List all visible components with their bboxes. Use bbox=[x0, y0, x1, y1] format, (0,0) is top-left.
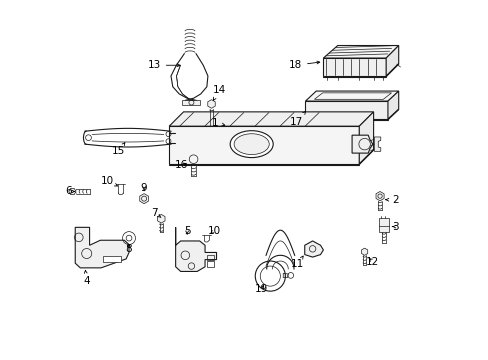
Bar bbox=[206, 255, 214, 260]
Text: 17: 17 bbox=[289, 112, 305, 127]
Bar bbox=[206, 261, 214, 267]
Polygon shape bbox=[207, 100, 215, 108]
Text: 14: 14 bbox=[212, 85, 225, 100]
Polygon shape bbox=[305, 101, 387, 119]
Polygon shape bbox=[69, 188, 76, 195]
Text: 6: 6 bbox=[64, 186, 74, 197]
Bar bbox=[378, 218, 388, 232]
Text: 9: 9 bbox=[141, 183, 147, 193]
Text: 10: 10 bbox=[207, 226, 220, 236]
Ellipse shape bbox=[230, 131, 273, 158]
Polygon shape bbox=[387, 91, 398, 119]
Polygon shape bbox=[351, 135, 372, 153]
Polygon shape bbox=[323, 45, 398, 58]
Text: 19: 19 bbox=[255, 284, 268, 294]
Ellipse shape bbox=[234, 134, 269, 154]
Text: 12: 12 bbox=[366, 257, 379, 267]
Polygon shape bbox=[386, 45, 398, 76]
Polygon shape bbox=[169, 126, 359, 164]
Text: 7: 7 bbox=[151, 208, 161, 218]
Polygon shape bbox=[373, 137, 380, 151]
Polygon shape bbox=[304, 241, 323, 257]
Polygon shape bbox=[361, 248, 367, 255]
Text: 15: 15 bbox=[111, 143, 124, 156]
Polygon shape bbox=[359, 112, 373, 164]
Polygon shape bbox=[305, 91, 398, 101]
Text: 10: 10 bbox=[101, 176, 117, 186]
Text: 1: 1 bbox=[211, 118, 224, 128]
Text: 13: 13 bbox=[147, 60, 180, 70]
Text: 16: 16 bbox=[175, 160, 188, 170]
Polygon shape bbox=[375, 192, 383, 201]
Text: 8: 8 bbox=[125, 244, 132, 254]
Polygon shape bbox=[140, 194, 148, 204]
Text: 3: 3 bbox=[391, 222, 398, 231]
Bar bbox=[102, 256, 121, 262]
Bar bbox=[182, 100, 200, 105]
Text: 2: 2 bbox=[385, 195, 398, 205]
Polygon shape bbox=[323, 58, 386, 76]
Text: 11: 11 bbox=[290, 256, 304, 269]
Polygon shape bbox=[75, 227, 129, 268]
Text: 18: 18 bbox=[288, 60, 319, 70]
Polygon shape bbox=[175, 227, 216, 271]
Polygon shape bbox=[283, 273, 287, 278]
Polygon shape bbox=[169, 112, 373, 126]
Text: 4: 4 bbox=[83, 270, 90, 286]
Polygon shape bbox=[157, 215, 164, 223]
Text: 5: 5 bbox=[183, 226, 190, 236]
